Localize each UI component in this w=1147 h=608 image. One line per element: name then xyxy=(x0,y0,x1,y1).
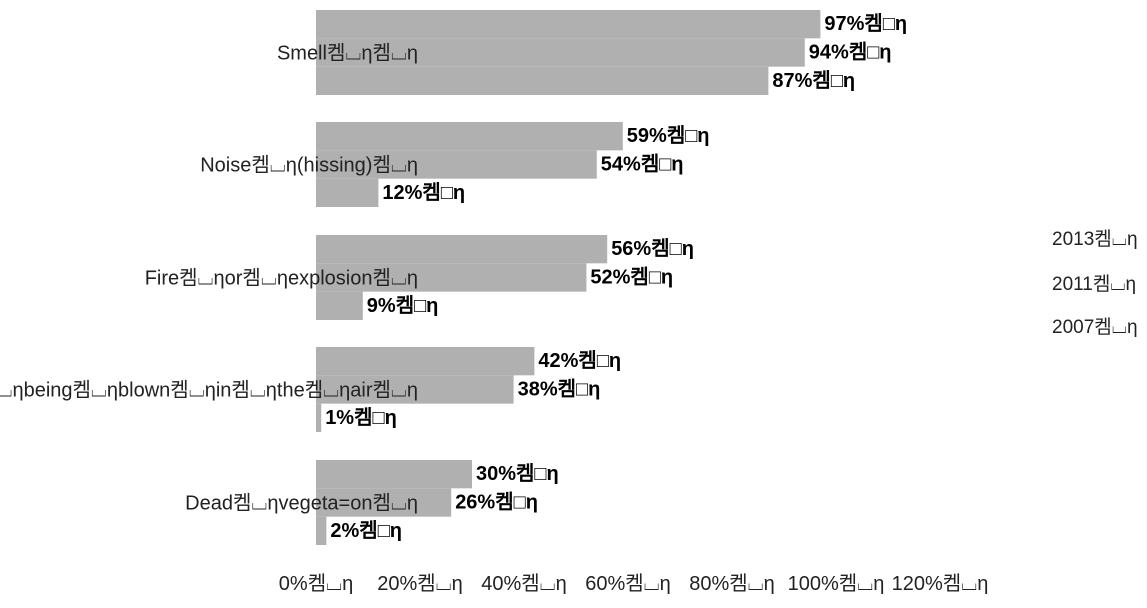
category-label-0: Smell켐⌴η켐⌴η xyxy=(277,42,418,65)
data-label-0-2: 87%켐□η xyxy=(772,69,855,92)
x-tick-label-1: 20%켐⌴η xyxy=(377,572,463,595)
legend: 2013켐⌴η 2011켐⌴η 2007켐⌴η xyxy=(1052,228,1138,338)
bar-3-1 xyxy=(316,375,514,404)
x-tick-label-2: 40%켐⌴η xyxy=(481,572,567,595)
bar-2-1 xyxy=(316,263,587,292)
category-label-1: Noise켐⌴η(hissing)켐⌴η xyxy=(200,154,418,177)
bar-3-0 xyxy=(316,347,535,376)
data-label-0-0: 97%켐□η xyxy=(824,12,907,35)
legend-entry-1: 2011켐⌴η xyxy=(1052,273,1136,295)
data-label-3-1: 38%켐□η xyxy=(518,378,601,401)
category-label-4: Dead켐⌴ηvegeta=on켐⌴η xyxy=(185,492,418,515)
bars-layer xyxy=(316,10,821,545)
bar-4-0 xyxy=(316,460,472,489)
x-tick-label-6: 120%켐⌴η xyxy=(892,572,989,595)
x-axis-tick-labels: 0%켐⌴η 20%켐⌴η 40%켐⌴η 60%켐⌴η 80%켐⌴η 100%켐⌴η 120%… xyxy=(279,572,989,595)
bar-1-2 xyxy=(316,178,379,207)
x-tick-label-4: 80%켐⌴η xyxy=(689,572,775,595)
x-tick-label-3: 60%켐⌴η xyxy=(585,572,671,595)
data-labels: 97%켐□η 59%켐□η 56%켐□η 42%켐□η 30%켐□η 94%켐□η 54%켐… xyxy=(325,12,907,542)
bar-4-2 xyxy=(316,516,327,545)
data-label-2-0: 56%켐□η xyxy=(611,237,694,260)
data-label-4-0: 30%켐□η xyxy=(476,462,559,485)
bar-2-0 xyxy=(316,235,608,264)
bar-0-2 xyxy=(316,66,769,95)
data-label-3-0: 42%켐□η xyxy=(538,349,621,372)
bar-4-1 xyxy=(316,488,452,517)
data-label-4-2: 2%켐□η xyxy=(330,519,402,542)
bar-2-2 xyxy=(316,291,363,320)
data-label-2-1: 52%켐□η xyxy=(590,266,673,289)
data-label-1-2: 12%켐□η xyxy=(382,181,465,204)
bar-0-1 xyxy=(316,38,805,67)
x-tick-label-5: 100%켐⌴η xyxy=(788,572,885,595)
category-label-2: Fire켐⌴ηor켐⌴ηexplosion켐⌴η xyxy=(145,267,418,290)
data-label-1-1: 54%켐□η xyxy=(601,153,684,176)
data-label-1-0: 59%켐□η xyxy=(627,124,710,147)
data-label-0-1: 94%켐□η xyxy=(809,41,892,64)
legend-entry-0: 2013켐⌴η xyxy=(1052,228,1138,250)
bar-1-0 xyxy=(316,122,623,151)
category-label-3: Dirt켐⌴ηbeing켐⌴ηblown켐⌴ηin켐⌴ηthe켐⌴ηair켐⌴η xyxy=(0,379,418,402)
bar-0-0 xyxy=(316,10,821,39)
data-label-3-2: 1%켐□η xyxy=(325,406,397,429)
x-tick-label-0: 0%켐⌴η xyxy=(279,572,353,595)
data-label-2-2: 9%켐□η xyxy=(367,294,439,317)
bar-3-2 xyxy=(316,403,322,432)
legend-entry-2: 2007켐⌴η xyxy=(1052,316,1138,338)
bar-1-1 xyxy=(316,150,597,179)
category-labels: Smell켐⌴η켐⌴η Noise켐⌴η(hissing)켐⌴η Fire켐⌴ηor… xyxy=(0,42,418,515)
data-label-4-1: 26%켐□η xyxy=(455,491,538,514)
